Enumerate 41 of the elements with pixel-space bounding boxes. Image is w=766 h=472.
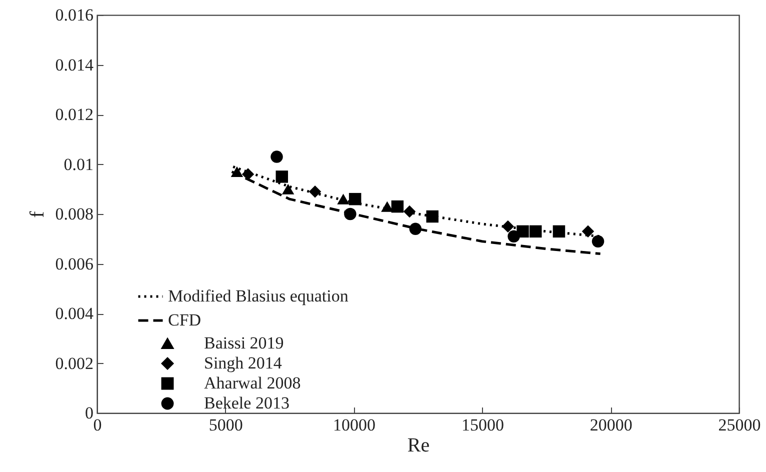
point [502, 220, 514, 233]
point [242, 168, 254, 180]
point [426, 210, 439, 223]
point [276, 170, 288, 183]
x-axis-title: Re [407, 434, 430, 456]
point [348, 192, 362, 206]
point [344, 208, 356, 220]
y-tick-label: 0 [85, 404, 94, 422]
point [270, 150, 283, 163]
y-tick-label: 0.004 [55, 304, 94, 323]
point [552, 225, 566, 238]
point [582, 225, 594, 238]
y-tick-label: 0.01 [64, 154, 94, 174]
point [282, 184, 294, 194]
point [592, 235, 604, 248]
point [508, 230, 520, 242]
point [230, 166, 244, 178]
x-tick-label: 10000 [333, 416, 376, 434]
y-tick-label: 0.008 [55, 204, 94, 224]
legend-label: Aharwal 2008 [204, 374, 301, 392]
point [409, 222, 422, 236]
y-tick-label: 0.012 [55, 105, 94, 124]
legend-label: Singh 2014 [204, 354, 282, 372]
legend-label: Baissi 2019 [204, 334, 284, 352]
y-tick-label: 0.014 [55, 55, 94, 74]
y-tick-label: 0.002 [55, 354, 94, 373]
point [403, 205, 416, 218]
point [308, 185, 322, 198]
point [391, 200, 404, 213]
x-tick-label: 5000 [208, 416, 243, 434]
legend-label: CFD [168, 310, 202, 330]
point [529, 225, 542, 238]
legend-label: Modified Blasius equation [168, 286, 349, 306]
y-tick-label: 0.006 [55, 254, 94, 274]
legend-label: Bekele 2013 [204, 394, 290, 412]
x-tick-label: 15000 [461, 416, 504, 434]
x-tick-label: 20000 [590, 416, 632, 434]
y-tick-label: 0.016 [55, 6, 94, 24]
x-tick-label: 25000 [718, 416, 761, 434]
point [337, 194, 350, 204]
y-axis-title: f [26, 210, 48, 218]
